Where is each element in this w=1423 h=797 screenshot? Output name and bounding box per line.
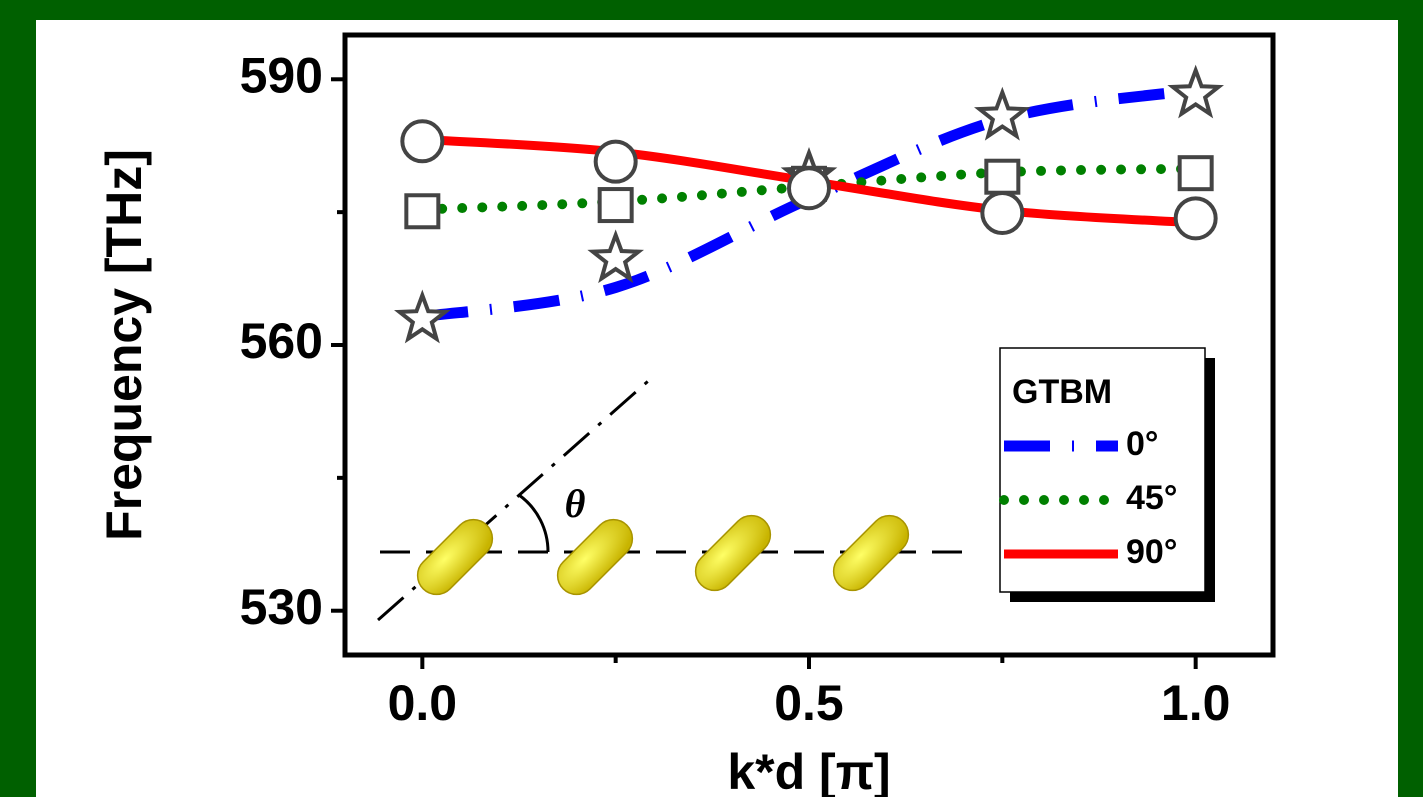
x-axis-label: k*d [π]	[727, 744, 890, 797]
y-tick-label: 560	[240, 313, 323, 369]
marker-circle	[789, 168, 829, 208]
marker-circle	[596, 142, 636, 182]
x-tick-label: 1.0	[1161, 675, 1231, 731]
y-tick-label: 590	[240, 47, 323, 103]
legend: GTBM 0° 45° 90°	[1000, 348, 1215, 602]
marker-circle	[982, 193, 1022, 233]
x-tick-label: 0.5	[774, 675, 844, 731]
x-tick-label: 0.0	[388, 675, 458, 731]
slide: θ Frequency [THz] k*d [π] 530 560 590 0.0 0.…	[0, 0, 1423, 797]
marker-circle	[1176, 198, 1216, 238]
marker-square	[986, 161, 1018, 193]
marker-square	[1180, 157, 1212, 189]
angle-label: θ	[565, 481, 586, 526]
y-tick-label: 530	[240, 579, 323, 635]
legend-label: 45°	[1126, 479, 1177, 517]
marker-circle	[402, 121, 442, 161]
y-axis-label: Frequency [THz]	[96, 149, 152, 541]
marker-square	[406, 195, 438, 227]
legend-label: 0°	[1126, 425, 1159, 463]
legend-label: 90°	[1126, 533, 1177, 571]
legend-title: GTBM	[1012, 373, 1112, 411]
marker-square	[600, 189, 632, 221]
